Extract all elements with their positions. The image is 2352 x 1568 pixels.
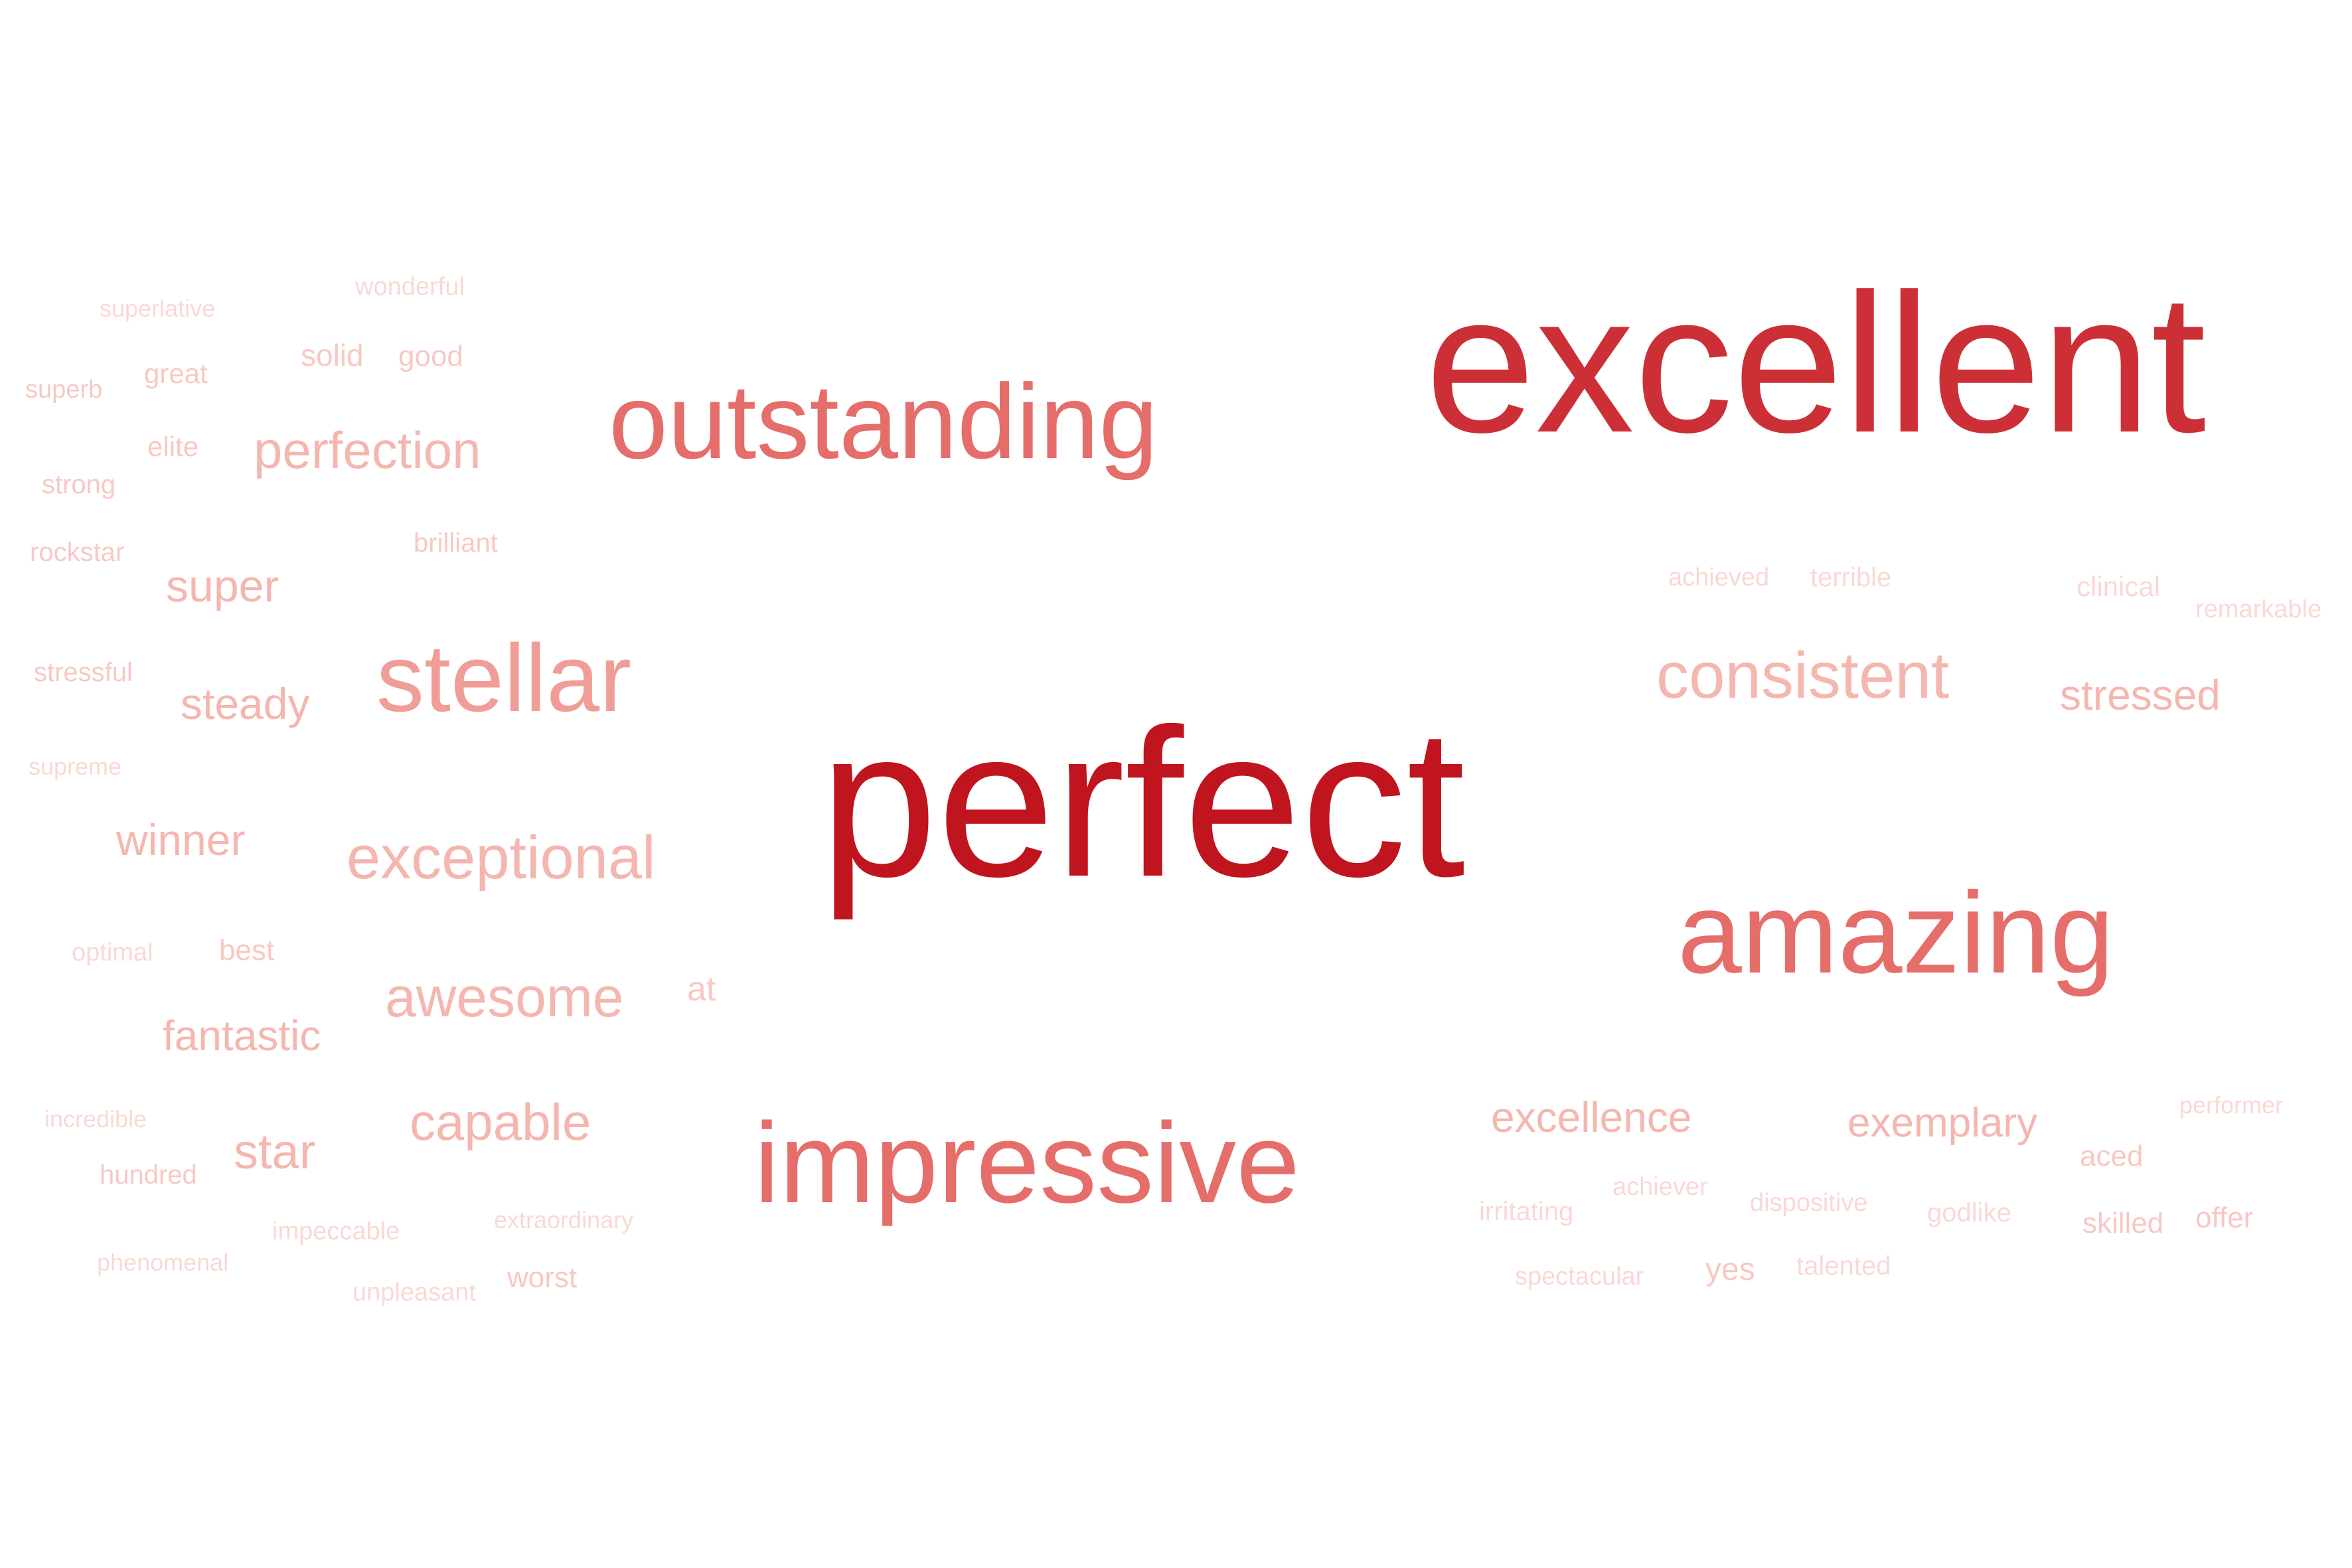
word-exemplary: exemplary: [1847, 1100, 2037, 1146]
word-excellence: excellence: [1491, 1093, 1692, 1141]
word-terrible: terrible: [1810, 563, 1892, 592]
word-exceptional: exceptional: [347, 824, 656, 892]
word-amazing: amazing: [1678, 868, 2114, 997]
word-strong: strong: [42, 470, 116, 499]
word-best: best: [219, 934, 275, 967]
word-awesome: awesome: [385, 966, 624, 1028]
word-supreme: supreme: [29, 753, 122, 780]
word-winner: winner: [116, 815, 246, 864]
word-excellent: excellent: [1425, 253, 2207, 474]
word-fantastic: fantastic: [163, 1012, 321, 1059]
word-dispositive: dispositive: [1750, 1189, 1868, 1217]
word-achiever: achiever: [1612, 1173, 1708, 1201]
word-aced: aced: [2080, 1140, 2144, 1172]
word-irritating: irritating: [1479, 1197, 1574, 1226]
word-outstanding: outstanding: [609, 362, 1158, 481]
word-great: great: [144, 358, 208, 389]
word-elite: elite: [147, 431, 199, 462]
word-solid: solid: [301, 338, 364, 372]
word-good: good: [398, 340, 463, 372]
word-remarkable: remarkable: [2195, 595, 2322, 623]
word-perfection: perfection: [254, 421, 481, 479]
word-perfect: perfect: [820, 685, 1466, 921]
word-steady: steady: [181, 679, 310, 728]
word-super: super: [166, 561, 279, 611]
word-capable: capable: [410, 1093, 591, 1151]
word-clinical: clinical: [2077, 571, 2161, 602]
word-rockstar: rockstar: [30, 538, 125, 567]
word-brilliant: brilliant: [414, 528, 498, 558]
word-yes: yes: [1705, 1252, 1755, 1287]
word-impressive: impressive: [754, 1099, 1300, 1227]
word-skilled: skilled: [2082, 1207, 2164, 1239]
word-consistent: consistent: [1656, 639, 1950, 712]
word-achieved: achieved: [1668, 564, 1770, 591]
word-stressed: stressed: [2060, 671, 2221, 719]
word-offer: offer: [2195, 1202, 2254, 1234]
word-unpleasant: unpleasant: [353, 1279, 476, 1306]
word-superlative: superlative: [100, 295, 216, 322]
word-impeccable: impeccable: [272, 1217, 400, 1245]
word-incredible: incredible: [44, 1105, 147, 1133]
word-performer: performer: [2179, 1091, 2284, 1119]
word-stellar: stellar: [376, 625, 632, 732]
word-hundred: hundred: [100, 1160, 197, 1190]
word-extraordinary: extraordinary: [494, 1206, 634, 1233]
word-talented: talented: [1796, 1251, 1891, 1281]
word-spectacular: spectacular: [1515, 1263, 1644, 1291]
word-wonderful: wonderful: [355, 273, 465, 301]
word-worst: worst: [507, 1261, 578, 1294]
word-star: star: [234, 1124, 316, 1179]
word-at: at: [687, 970, 716, 1008]
word-superb: superb: [25, 376, 103, 404]
word-phenomenal: phenomenal: [97, 1249, 229, 1276]
word-godlike: godlike: [1927, 1198, 2011, 1227]
word-stressful: stressful: [34, 658, 133, 687]
word-optimal: optimal: [72, 939, 153, 967]
